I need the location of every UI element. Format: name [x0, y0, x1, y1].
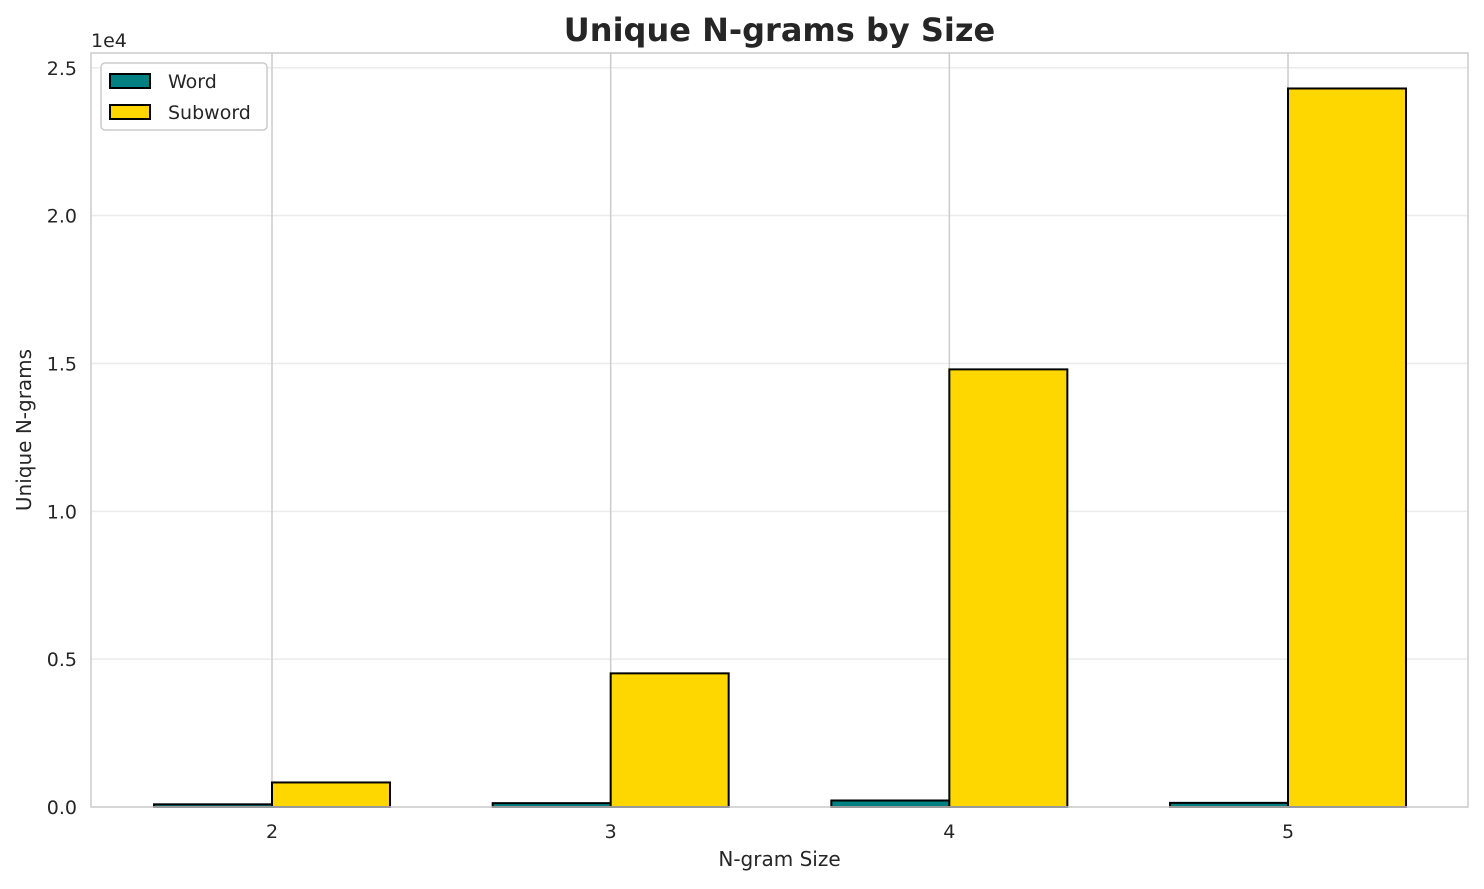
bar-subword-5: [1287, 87, 1408, 808]
bars: [153, 87, 1408, 809]
bar-subword-2: [271, 781, 391, 809]
y-axis-label: Unique N-grams: [12, 349, 36, 511]
y-tick-label: 0.5: [47, 649, 77, 671]
legend-swatch-word: [109, 73, 151, 89]
tick-labels: 0.0 0.5 1.0 1.5 2.0 2.5 2 3 4 5: [47, 58, 1294, 843]
x-tick-label: 2: [266, 821, 278, 843]
legend-swatch-subword: [109, 104, 151, 120]
x-tick-label: 4: [943, 821, 955, 843]
y-axis-offset-label: 1e4: [91, 30, 127, 52]
y-tick-label: 1.0: [47, 501, 77, 523]
legend: Word Subword: [100, 62, 268, 131]
x-tick-label: 5: [1282, 821, 1294, 843]
bar-word-4: [830, 799, 951, 808]
y-tick-label: 2.0: [47, 206, 77, 228]
plot-frame: [90, 52, 1469, 808]
bar-subword-4: [948, 368, 1069, 808]
bar-subword-3: [609, 672, 730, 808]
legend-label-word: Word: [168, 71, 217, 93]
x-tick-label: 3: [605, 821, 617, 843]
x-axis-label: N-gram Size: [718, 847, 840, 871]
y-tick-label: 2.5: [47, 58, 77, 80]
legend-label-subword: Subword: [168, 102, 251, 124]
y-tick-label: 0.0: [47, 797, 77, 819]
chart-title: Unique N-grams by Size: [564, 11, 995, 49]
y-tick-label: 1.5: [47, 353, 77, 375]
